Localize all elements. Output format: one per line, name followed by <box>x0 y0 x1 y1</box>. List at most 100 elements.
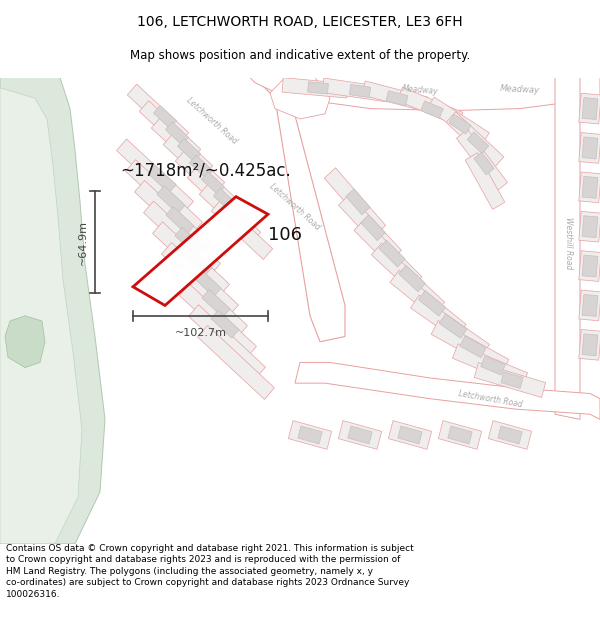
Text: Meadway: Meadway <box>500 84 540 96</box>
Polygon shape <box>202 172 224 194</box>
Text: ~102.7m: ~102.7m <box>175 328 227 338</box>
Polygon shape <box>488 421 532 449</box>
Text: 106, LETCHWORTH ROAD, LEICESTER, LE3 6FH: 106, LETCHWORTH ROAD, LEICESTER, LE3 6FH <box>137 15 463 29</box>
Polygon shape <box>582 216 598 238</box>
Polygon shape <box>325 168 386 236</box>
Polygon shape <box>474 362 546 398</box>
Polygon shape <box>457 129 508 191</box>
Polygon shape <box>161 242 238 316</box>
Polygon shape <box>579 172 600 202</box>
Text: Letchworth Road: Letchworth Road <box>268 182 322 232</box>
Text: Letchworth Road: Letchworth Road <box>457 389 523 409</box>
Polygon shape <box>134 181 211 254</box>
Polygon shape <box>449 114 471 134</box>
Polygon shape <box>448 426 472 444</box>
Polygon shape <box>193 269 221 297</box>
Polygon shape <box>250 78 600 111</box>
Polygon shape <box>116 139 193 213</box>
Polygon shape <box>188 305 265 379</box>
Polygon shape <box>582 334 598 356</box>
Polygon shape <box>175 228 203 255</box>
Polygon shape <box>308 82 328 94</box>
Polygon shape <box>388 421 431 449</box>
Polygon shape <box>361 215 385 241</box>
Polygon shape <box>439 421 482 449</box>
Polygon shape <box>187 167 248 226</box>
Polygon shape <box>349 84 371 98</box>
Polygon shape <box>348 426 372 444</box>
Polygon shape <box>298 426 322 444</box>
Polygon shape <box>498 426 522 444</box>
Polygon shape <box>410 295 490 358</box>
Polygon shape <box>582 137 598 159</box>
Polygon shape <box>148 165 176 193</box>
Polygon shape <box>214 188 236 211</box>
Polygon shape <box>474 152 494 175</box>
Polygon shape <box>190 155 212 178</box>
Polygon shape <box>439 314 467 338</box>
Polygon shape <box>386 91 408 106</box>
Polygon shape <box>163 134 224 193</box>
Polygon shape <box>211 200 272 259</box>
Polygon shape <box>295 362 600 419</box>
Polygon shape <box>579 211 600 242</box>
Polygon shape <box>555 78 580 419</box>
Polygon shape <box>152 222 229 296</box>
Polygon shape <box>418 291 446 316</box>
Text: 106: 106 <box>268 226 302 244</box>
Text: ~64.9m: ~64.9m <box>78 220 88 265</box>
Text: Westhill Road: Westhill Road <box>563 217 572 269</box>
Polygon shape <box>0 78 105 544</box>
Polygon shape <box>178 139 200 161</box>
Polygon shape <box>139 101 200 160</box>
Polygon shape <box>322 78 388 102</box>
Polygon shape <box>582 98 598 119</box>
Polygon shape <box>338 421 382 449</box>
Polygon shape <box>427 97 489 145</box>
Polygon shape <box>501 372 523 388</box>
Polygon shape <box>5 316 45 368</box>
Polygon shape <box>421 101 443 118</box>
Polygon shape <box>127 84 188 143</box>
Polygon shape <box>362 81 428 111</box>
Polygon shape <box>579 290 600 321</box>
Polygon shape <box>270 78 330 119</box>
Polygon shape <box>338 194 401 261</box>
Polygon shape <box>467 132 489 154</box>
Polygon shape <box>202 289 230 318</box>
Text: ~1718m²/~0.425ac.: ~1718m²/~0.425ac. <box>120 162 291 180</box>
Polygon shape <box>125 159 202 234</box>
Polygon shape <box>154 106 176 128</box>
Polygon shape <box>398 265 425 292</box>
Polygon shape <box>0 88 82 544</box>
Polygon shape <box>582 255 598 277</box>
Polygon shape <box>452 344 527 388</box>
Polygon shape <box>166 206 194 234</box>
Polygon shape <box>481 356 505 375</box>
Polygon shape <box>157 186 185 214</box>
Polygon shape <box>197 326 274 399</box>
Polygon shape <box>143 201 220 275</box>
Polygon shape <box>133 197 268 306</box>
Polygon shape <box>579 132 600 163</box>
Polygon shape <box>579 93 600 124</box>
Polygon shape <box>390 270 466 337</box>
Polygon shape <box>211 310 239 338</box>
Polygon shape <box>579 251 600 281</box>
Polygon shape <box>582 176 598 198</box>
Polygon shape <box>346 189 370 215</box>
Polygon shape <box>371 243 445 314</box>
Text: Letchworth Road: Letchworth Road <box>185 96 239 146</box>
Polygon shape <box>582 294 598 316</box>
Polygon shape <box>354 219 422 288</box>
Polygon shape <box>166 122 188 145</box>
Polygon shape <box>282 78 348 98</box>
Polygon shape <box>398 426 422 444</box>
Polygon shape <box>446 112 504 168</box>
Polygon shape <box>379 240 405 267</box>
Text: Map shows position and indicative extent of the property.: Map shows position and indicative extent… <box>130 49 470 62</box>
Polygon shape <box>465 152 505 209</box>
Polygon shape <box>431 321 509 373</box>
Polygon shape <box>170 263 247 338</box>
Polygon shape <box>579 329 600 360</box>
